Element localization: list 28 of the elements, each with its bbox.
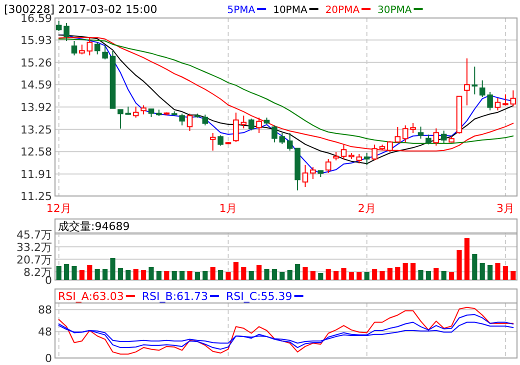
y-tick-label: 11.91 [20, 168, 52, 181]
chart-title: [300228] 2017-03-02 15:00 [4, 3, 158, 16]
x-tick-label: 3月 [496, 202, 514, 215]
y-tick-label: 0 [45, 352, 52, 365]
x-tick-label: 2月 [358, 202, 376, 215]
y-tick-label: 15.26 [20, 56, 52, 70]
legend-label: RSI_A:63.03 [58, 290, 124, 303]
y-tick-label: 12.58 [20, 146, 52, 159]
chart-title: 成交量:94689 [58, 220, 130, 233]
y-tick-label: 88 [38, 304, 52, 317]
legend-label: 30PMA [378, 5, 412, 16]
legend-label: 10PMA [273, 5, 308, 16]
legend-label: RSI_C:55.39 [226, 290, 292, 303]
y-tick-label: 13.25 [20, 123, 52, 136]
legend-label: 5PMA [227, 5, 256, 16]
y-tick-label: 8.2万 [24, 266, 52, 279]
x-tick-label: 12月 [46, 202, 72, 215]
y-tick-label: 20.7万 [16, 253, 52, 266]
x-tick-label: 1月 [219, 202, 238, 215]
y-tick-label: 11.25 [20, 190, 52, 203]
y-tick-label: 13.92 [20, 101, 52, 114]
legend-label: RSI_B:61.73 [142, 290, 208, 303]
y-tick-label: 15.93 [20, 34, 52, 47]
y-tick-label: 33.2万 [16, 240, 52, 254]
y-tick-label: 48 [38, 326, 52, 339]
y-tick-label: 45.7万 [16, 228, 52, 242]
y-tick-label: 14.59 [20, 78, 52, 92]
legend-label: 20PMA [325, 5, 360, 16]
